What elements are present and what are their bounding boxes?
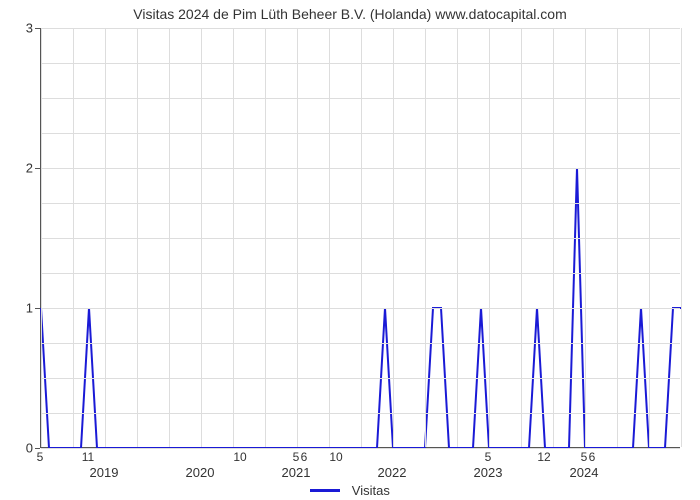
x-tick-month: 6 <box>589 450 596 464</box>
x-tick-year: 2019 <box>90 465 119 480</box>
v-gridline <box>521 28 522 447</box>
x-tick-year: 2024 <box>570 465 599 480</box>
chart-title: Visitas 2024 de Pim Lüth Beheer B.V. (Ho… <box>0 6 700 22</box>
y-tick-label: 2 <box>0 161 33 176</box>
v-gridline <box>169 28 170 447</box>
x-tick-month: 10 <box>329 450 342 464</box>
v-gridline <box>201 28 202 447</box>
v-gridline <box>297 28 298 447</box>
x-tick-year: 2020 <box>186 465 215 480</box>
v-gridline <box>617 28 618 447</box>
x-tick-month: 5 <box>293 450 300 464</box>
legend-swatch <box>310 489 340 492</box>
visits-line-chart: Visitas 2024 de Pim Lüth Beheer B.V. (Ho… <box>0 0 700 500</box>
x-tick-month: 5 <box>485 450 492 464</box>
y-tick-mark <box>35 308 40 309</box>
v-gridline <box>41 28 42 447</box>
v-gridline <box>105 28 106 447</box>
v-gridline <box>393 28 394 447</box>
x-tick-year: 2022 <box>378 465 407 480</box>
x-tick-month: 6 <box>301 450 308 464</box>
v-gridline <box>489 28 490 447</box>
y-tick-label: 0 <box>0 441 33 456</box>
legend-label: Visitas <box>352 483 390 498</box>
y-tick-label: 3 <box>0 21 33 36</box>
x-tick-month: 11 <box>82 450 94 464</box>
v-gridline <box>585 28 586 447</box>
y-tick-mark <box>35 168 40 169</box>
v-gridline <box>73 28 74 447</box>
x-tick-month: 10 <box>233 450 246 464</box>
v-gridline <box>329 28 330 447</box>
x-tick-month: 5 <box>37 450 44 464</box>
v-gridline <box>681 28 682 447</box>
v-gridline <box>265 28 266 447</box>
plot-area <box>40 28 680 448</box>
legend: Visitas <box>0 482 700 498</box>
x-tick-month: 12 <box>537 450 550 464</box>
y-tick-label: 1 <box>0 301 33 316</box>
v-gridline <box>553 28 554 447</box>
h-gridline <box>41 448 680 449</box>
v-gridline <box>233 28 234 447</box>
y-tick-mark <box>35 448 40 449</box>
v-gridline <box>457 28 458 447</box>
x-tick-year: 2021 <box>282 465 311 480</box>
y-tick-mark <box>35 28 40 29</box>
v-gridline <box>425 28 426 447</box>
x-tick-month: 5 <box>581 450 588 464</box>
x-tick-year: 2023 <box>474 465 503 480</box>
v-gridline <box>137 28 138 447</box>
v-gridline <box>649 28 650 447</box>
v-gridline <box>361 28 362 447</box>
